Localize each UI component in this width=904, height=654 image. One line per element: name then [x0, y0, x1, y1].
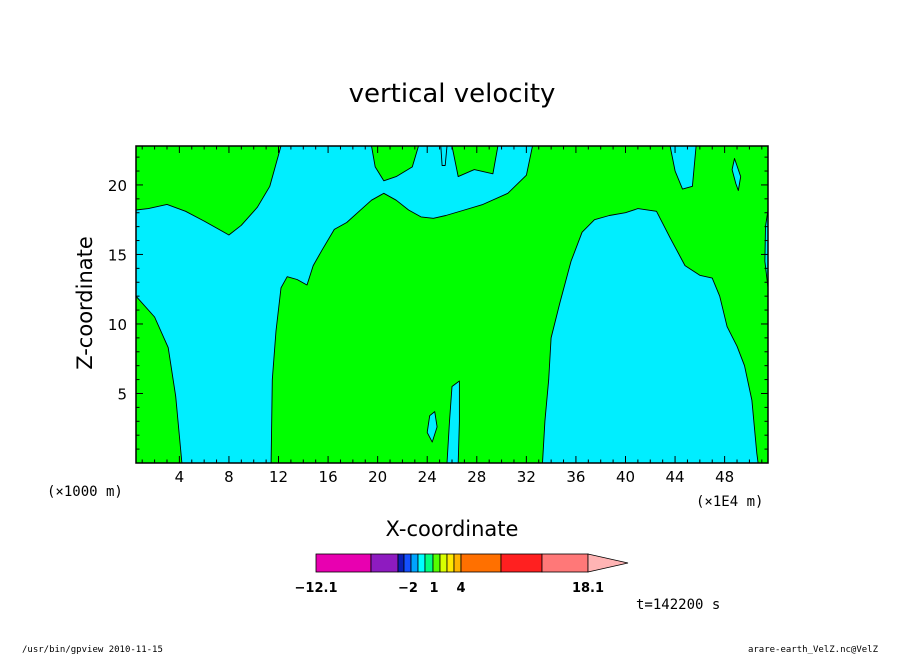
cyan-sliver-x25	[440, 146, 448, 166]
x-tick-label: 12	[269, 468, 288, 486]
x-tick-label: 16	[319, 468, 338, 486]
colorbar-segment	[370, 553, 399, 573]
x-axis-label: X-coordinate	[386, 517, 519, 541]
cyan-patch-top-right	[669, 146, 697, 190]
colorbar-segment	[417, 553, 426, 573]
x-tick-label: 24	[418, 468, 437, 486]
colorbar-segment	[541, 553, 589, 573]
cyan-sliver-x26	[446, 380, 460, 463]
x-tick-label: 20	[368, 468, 387, 486]
cyan-region-east	[542, 208, 759, 463]
x-tick-label: 8	[224, 468, 234, 486]
footer-right: arare-earth_VelZ.nc@VelZ	[748, 645, 879, 654]
colorbar-segment	[460, 553, 502, 573]
colorbar-segment	[446, 553, 455, 573]
colorbar-segment	[453, 553, 462, 573]
colorbar-segment	[403, 553, 412, 573]
colorbar-segment	[500, 553, 543, 573]
colorbar-segment	[410, 553, 419, 573]
time-label: t=142200 s	[636, 597, 720, 613]
y-tick-label: 15	[108, 246, 127, 264]
colorbar	[315, 553, 629, 573]
x-tick-label: 48	[715, 468, 734, 486]
colorbar-label-min: −12.1	[295, 581, 338, 596]
y-tick-label: 5	[117, 385, 127, 403]
x-unit-right: (×1E4 m)	[696, 494, 763, 510]
colorbar-label-minus2: −2	[398, 581, 418, 596]
colorbar-segment	[439, 553, 448, 573]
y-axis-ticks: 5 10 15 20	[108, 156, 768, 464]
colorbar-segment	[424, 553, 434, 573]
x-tick-label: 28	[467, 468, 486, 486]
x-tick-label: 44	[666, 468, 685, 486]
colorbar-arrow	[587, 553, 629, 573]
colorbar-label-1: 1	[429, 581, 438, 596]
x-tick-label: 36	[566, 468, 585, 486]
colorbar-segment	[315, 553, 372, 573]
x-tick-label: 40	[616, 468, 635, 486]
x-axis-ticks: 4 8 12 16 20 24 28 32 36 40 44 48	[141, 146, 763, 486]
y-tick-label: 20	[108, 177, 127, 195]
x-unit-left: (×1000 m)	[47, 484, 123, 500]
colorbar-labels: −12.1 −2 1 4 18.1	[295, 581, 605, 596]
cyan-region-west	[136, 146, 533, 463]
x-tick-label: 4	[175, 468, 185, 486]
chart-title: vertical velocity	[349, 79, 556, 109]
y-tick-label: 10	[108, 316, 127, 334]
colorbar-label-max: 18.1	[572, 581, 604, 596]
colorbar-label-4: 4	[456, 581, 465, 596]
footer-left: /usr/bin/gpview 2010-11-15	[22, 645, 163, 654]
cyan-patch-x24	[426, 411, 438, 443]
colorbar-segment	[432, 553, 441, 573]
x-tick-label: 32	[517, 468, 536, 486]
cyan-patch-x49	[731, 158, 742, 191]
shaded-regions	[136, 146, 768, 463]
colorbar-segment	[397, 553, 405, 573]
y-axis-label: Z-coordinate	[73, 236, 97, 370]
